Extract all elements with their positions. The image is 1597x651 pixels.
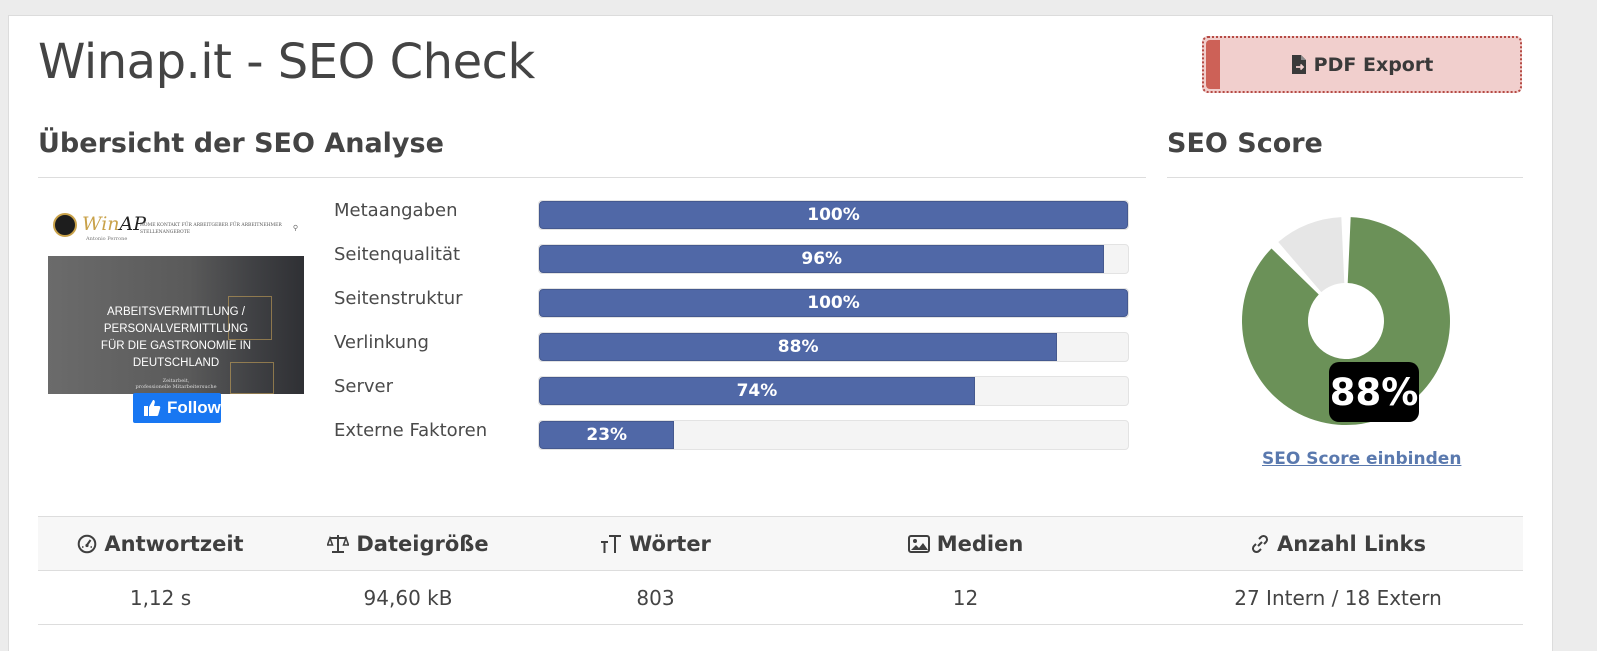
stat-woerter-value: 803 bbox=[636, 585, 675, 610]
stats-header-dateigroesse: Dateigröße bbox=[283, 517, 533, 570]
thumbnail-hero: ARBEITSVERMITTLUNG / PERSONALVERMITTLUNG… bbox=[48, 256, 304, 394]
overview-divider bbox=[38, 177, 1146, 178]
page-title: Winap.it - SEO Check bbox=[38, 34, 535, 90]
stat-antwortzeit-value: 1,12 s bbox=[129, 585, 192, 610]
thumbnail-header: WinAP Antonio Perrone HOME KONTAKT FÜR A… bbox=[48, 204, 304, 256]
seo-score-value: 88% bbox=[1329, 362, 1419, 422]
metric-progress-track: 74% bbox=[538, 376, 1129, 406]
file-export-icon bbox=[1291, 54, 1308, 75]
speedometer-icon bbox=[77, 534, 97, 554]
link-icon bbox=[1250, 534, 1270, 554]
stat-medien-value: 12 bbox=[952, 585, 979, 610]
website-screenshot: WinAP Antonio Perrone HOME KONTAKT FÜR A… bbox=[48, 204, 304, 394]
metric-row-externe-faktoren: Externe Faktoren 23% bbox=[334, 420, 1129, 450]
metric-value: 96% bbox=[801, 249, 843, 269]
metric-label: Seitenstruktur bbox=[334, 288, 463, 309]
metric-label: Externe Faktoren bbox=[334, 420, 488, 441]
overview-title: Übersicht der SEO Analyse bbox=[38, 128, 444, 159]
metric-value: 100% bbox=[807, 205, 860, 225]
metric-row-seitenstruktur: Seitenstruktur 100% bbox=[334, 288, 1129, 318]
thumbnail-search-icon: ⚲ bbox=[292, 224, 298, 232]
metric-label: Seitenqualität bbox=[334, 244, 461, 265]
metric-progress-track: 100% bbox=[538, 200, 1129, 230]
metric-value: 88% bbox=[777, 337, 819, 357]
metric-progress-fill bbox=[539, 333, 1058, 361]
stats-header-row: Antwortzeit Dateigröße Wörter Medien Anz… bbox=[38, 516, 1523, 571]
follow-label: Follow bbox=[167, 398, 221, 417]
metric-progress-fill bbox=[539, 201, 1128, 229]
metric-value: 74% bbox=[736, 381, 778, 401]
metric-progress-track: 100% bbox=[538, 288, 1129, 318]
stats-header-anzahl-links: Anzahl Links bbox=[1153, 517, 1523, 570]
pdf-export-label: PDF Export bbox=[1313, 53, 1434, 76]
metric-progress-track: 23% bbox=[538, 420, 1129, 450]
thumbnail-logo: WinAP bbox=[82, 213, 147, 235]
pdf-button-accent bbox=[1206, 40, 1220, 89]
metric-progress-track: 88% bbox=[538, 332, 1129, 362]
scale-icon bbox=[327, 534, 350, 554]
metric-row-seitenqualitaet: Seitenqualität 96% bbox=[334, 244, 1129, 274]
donut-remaining-segment bbox=[1278, 217, 1345, 293]
stats-values-row: 1,12 s 94,60 kB 803 12 27 Intern / 18 Ex… bbox=[38, 571, 1523, 625]
embed-seo-score-link[interactable]: SEO Score einbinden bbox=[1262, 449, 1462, 469]
metric-progress-fill bbox=[539, 377, 975, 405]
facebook-follow-button[interactable]: Follow bbox=[133, 393, 221, 423]
pdf-export-button[interactable]: PDF Export bbox=[1202, 36, 1522, 93]
metric-progress-fill bbox=[539, 421, 675, 449]
metric-label: Server bbox=[334, 376, 394, 397]
metric-row-server: Server 74% bbox=[334, 376, 1129, 406]
metric-row-metaangaben: Metaangaben 100% bbox=[334, 200, 1129, 230]
seo-score-title: SEO Score bbox=[1167, 128, 1323, 159]
metric-value: 23% bbox=[586, 425, 628, 445]
metric-row-verlinkung: Verlinkung 88% bbox=[334, 332, 1129, 362]
thumbnail-hero-small-text: Zeitarbeit, professionelle Mitarbeitersu… bbox=[135, 378, 217, 390]
metric-progress-fill bbox=[539, 289, 1128, 317]
stats-header-medien: Medien bbox=[778, 517, 1153, 570]
winap-logo-icon bbox=[53, 213, 77, 237]
metric-label: Metaangaben bbox=[334, 200, 458, 221]
thumbs-up-icon bbox=[143, 399, 161, 417]
thumbnail-hero-text: ARBEITSVERMITTLUNG / PERSONALVERMITTLUNG… bbox=[100, 306, 252, 369]
thumbnail-nav: HOME KONTAKT FÜR ARBEITGEBER FÜR ARBEITN… bbox=[140, 223, 282, 235]
stats-header-antwortzeit: Antwortzeit bbox=[38, 517, 283, 570]
image-icon bbox=[907, 534, 930, 553]
metric-label: Verlinkung bbox=[334, 332, 429, 353]
metric-progress-fill bbox=[539, 245, 1105, 273]
hero-decor-frame bbox=[228, 296, 272, 340]
metric-value: 100% bbox=[807, 293, 860, 313]
thumbnail-logo-sub: Antonio Perrone bbox=[86, 236, 128, 242]
score-divider bbox=[1167, 177, 1523, 178]
metric-progress-track: 96% bbox=[538, 244, 1129, 274]
stats-header-woerter: Wörter bbox=[533, 517, 778, 570]
stat-dateigroesse-value: 94,60 kB bbox=[363, 585, 453, 610]
text-size-icon bbox=[600, 534, 622, 554]
stat-links-value: 27 Intern / 18 Extern bbox=[1234, 585, 1442, 610]
hero-decor-frame bbox=[230, 362, 274, 394]
